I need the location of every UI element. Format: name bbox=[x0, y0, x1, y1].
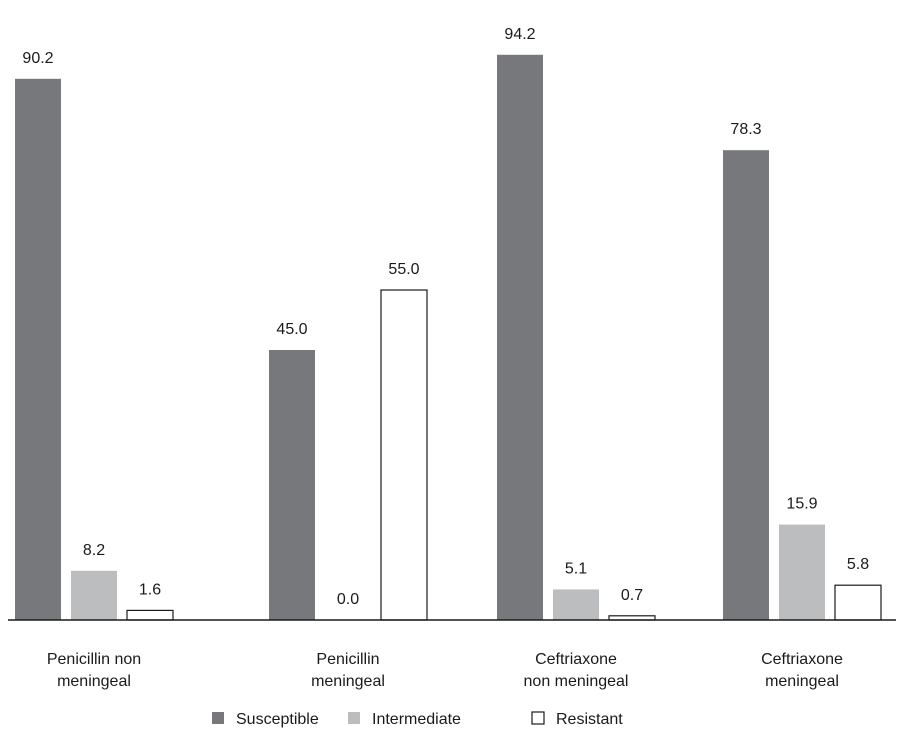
bar-susceptible-2 bbox=[269, 350, 315, 620]
value-label-intermediate-3: 5.1 bbox=[565, 560, 587, 577]
value-label-resistant-3: 0.7 bbox=[621, 587, 643, 604]
value-label-resistant-4: 5.8 bbox=[847, 556, 869, 573]
bar-intermediate-1 bbox=[71, 570, 117, 620]
category-label-1: Penicillin non meningeal bbox=[47, 651, 141, 690]
category-labels-group: Penicillin non meningeal Penicillin meninge… bbox=[47, 651, 843, 690]
bar-susceptible-4 bbox=[723, 150, 769, 620]
legend-label-intermediate: Intermediate bbox=[372, 711, 461, 728]
legend-swatch-intermediate bbox=[348, 712, 360, 724]
legend-label-susceptible: Susceptible bbox=[236, 711, 319, 728]
value-label-intermediate-1: 8.2 bbox=[83, 542, 105, 559]
value-label-susceptible-1: 90.2 bbox=[22, 50, 53, 67]
value-label-resistant-1: 1.6 bbox=[139, 581, 161, 598]
bar-susceptible-3 bbox=[497, 54, 543, 621]
value-label-susceptible-3: 94.2 bbox=[504, 26, 535, 43]
category-label-2: Penicillin meningeal bbox=[311, 651, 385, 690]
legend-label-resistant: Resistant bbox=[556, 711, 623, 728]
legend-swatch-susceptible bbox=[212, 712, 224, 724]
bar-intermediate-3 bbox=[553, 589, 599, 620]
bar-susceptible-1 bbox=[15, 78, 61, 621]
value-labels-group: 90.2 8.2 1.6 45.0 0.0 55.0 94.2 5.1 0.7 78.3 15.9 5… bbox=[22, 26, 869, 608]
bar-resistant-4 bbox=[834, 584, 882, 621]
value-label-susceptible-4: 78.3 bbox=[730, 121, 761, 138]
bar-resistant-2 bbox=[380, 289, 428, 621]
value-label-intermediate-2: 0.0 bbox=[337, 591, 359, 608]
bar-resistant-1 bbox=[126, 609, 174, 621]
value-label-intermediate-4: 15.9 bbox=[786, 496, 817, 513]
category-label-4: Ceftriaxone meningeal bbox=[761, 651, 843, 690]
bars-group bbox=[15, 54, 882, 621]
value-label-resistant-2: 55.0 bbox=[388, 261, 419, 278]
value-label-susceptible-2: 45.0 bbox=[276, 321, 307, 338]
category-label-3: Ceftriaxone non meningeal bbox=[524, 651, 629, 690]
legend-swatch-resistant bbox=[531, 711, 545, 725]
bar-intermediate-4 bbox=[779, 524, 825, 620]
legend: Susceptible Intermediate Resistant bbox=[212, 711, 623, 728]
